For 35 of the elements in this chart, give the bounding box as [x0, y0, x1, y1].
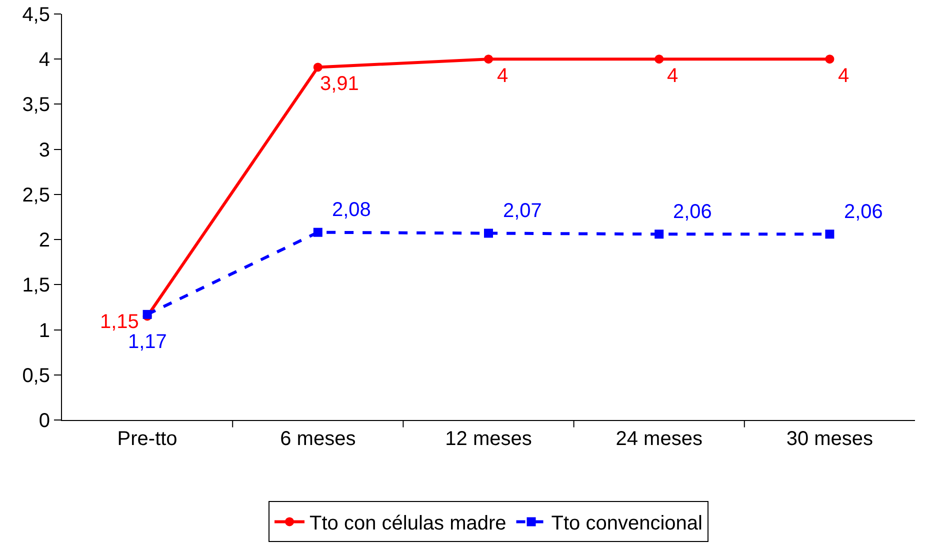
y-tick-label: 2: [38, 230, 50, 252]
point: [654, 54, 664, 64]
point: [654, 230, 664, 239]
legend-label: Tto con células madre: [310, 512, 506, 534]
y-tick-label: 2,5: [22, 184, 50, 206]
y-tick-label: 3,5: [22, 94, 50, 116]
point: [313, 228, 322, 237]
x-tick-label: 6 meses: [280, 428, 356, 450]
data-label: 1,15: [100, 311, 139, 333]
point: [484, 54, 493, 64]
y-tick-label: 0: [38, 410, 50, 432]
data-label: 4: [667, 65, 678, 87]
data-label: 2,06: [844, 201, 883, 223]
x-tick-label: Pre-tto: [117, 428, 178, 450]
y-tick-label: 1: [38, 320, 50, 342]
y-tick-label: 4,5: [22, 4, 50, 26]
data-label: 1,17: [128, 331, 167, 353]
data-label: 4: [497, 65, 508, 87]
y-tick-label: 1,5: [22, 274, 50, 297]
data-label: 2,06: [673, 201, 712, 223]
y-tick-label: 4: [38, 49, 50, 72]
y-tick-label: 0,5: [22, 364, 50, 387]
point: [825, 230, 834, 239]
x-tick-label: 24 meses: [616, 428, 702, 450]
data-label: 2,08: [332, 199, 371, 221]
legend-label: Tto convencional: [551, 512, 702, 534]
data-label: 2,07: [503, 200, 542, 222]
x-tick-label: 30 meses: [786, 428, 874, 450]
point: [825, 54, 834, 64]
x-tick-label: 12 meses: [445, 428, 532, 450]
y-tick-label: 3: [38, 139, 50, 162]
data-label: 4: [838, 65, 850, 87]
data-label: 3,91: [320, 73, 359, 95]
point: [313, 62, 322, 72]
point: [484, 228, 493, 238]
